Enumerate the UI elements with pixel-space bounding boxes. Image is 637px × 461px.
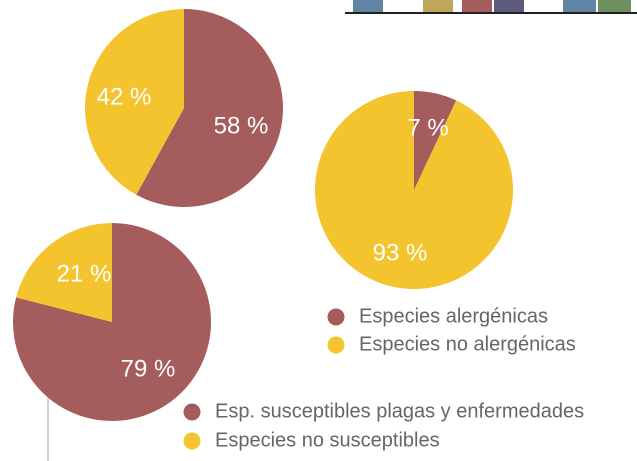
strip-cell — [462, 0, 492, 12]
legend-item: Especies no alergénicas — [327, 333, 576, 355]
legend: Especies alergénicas Especies no alergéni… — [327, 305, 576, 355]
legend-item: Esp. susceptibles plagas y enfermedades — [183, 400, 584, 422]
pie-slice — [85, 9, 184, 195]
top-color-strip — [345, 0, 637, 14]
slice-label: 7 % — [407, 114, 448, 141]
pie-chart-1: 58 % 42 % — [85, 8, 284, 207]
pie-chart-2: 7 % 93 % Especies alergénicas Especies no a… — [315, 91, 576, 355]
legend-item: Especies alergénicas — [327, 305, 548, 327]
slice-label: 58 % — [214, 112, 269, 139]
pie-slice — [136, 8, 284, 207]
legend-swatch — [327, 336, 345, 354]
slice-label: 42 % — [97, 83, 152, 110]
strip-cell — [524, 0, 562, 12]
strip-cell — [598, 0, 631, 12]
pie-slice — [414, 91, 457, 190]
legend-swatch — [183, 403, 201, 421]
legend-label: Especies no susceptibles — [215, 429, 440, 451]
strip-cell — [383, 0, 423, 12]
legend-label: Especies no alergénicas — [359, 333, 576, 355]
pie-slice — [315, 91, 514, 289]
strip-cell — [494, 0, 524, 12]
legend-swatch — [183, 432, 201, 450]
slice-label: 21 % — [57, 260, 112, 287]
legend-swatch — [327, 308, 345, 326]
strip-cell — [563, 0, 596, 12]
pie-slice — [16, 223, 112, 322]
pie-slice — [12, 223, 211, 421]
legend: Esp. susceptibles plagas y enfermedades E… — [183, 400, 584, 451]
legend-label: Especies alergénicas — [359, 305, 548, 327]
slice-label: 93 % — [373, 239, 428, 266]
strip-cell — [353, 0, 383, 12]
strip-cell — [423, 0, 453, 12]
legend-item: Especies no susceptibles — [183, 429, 440, 451]
slice-label: 79 % — [121, 355, 176, 382]
legend-label: Esp. susceptibles plagas y enfermedades — [215, 400, 584, 422]
pie-chart-3: 79 % 21 % Esp. susceptibles plagas y enfer… — [12, 223, 584, 451]
